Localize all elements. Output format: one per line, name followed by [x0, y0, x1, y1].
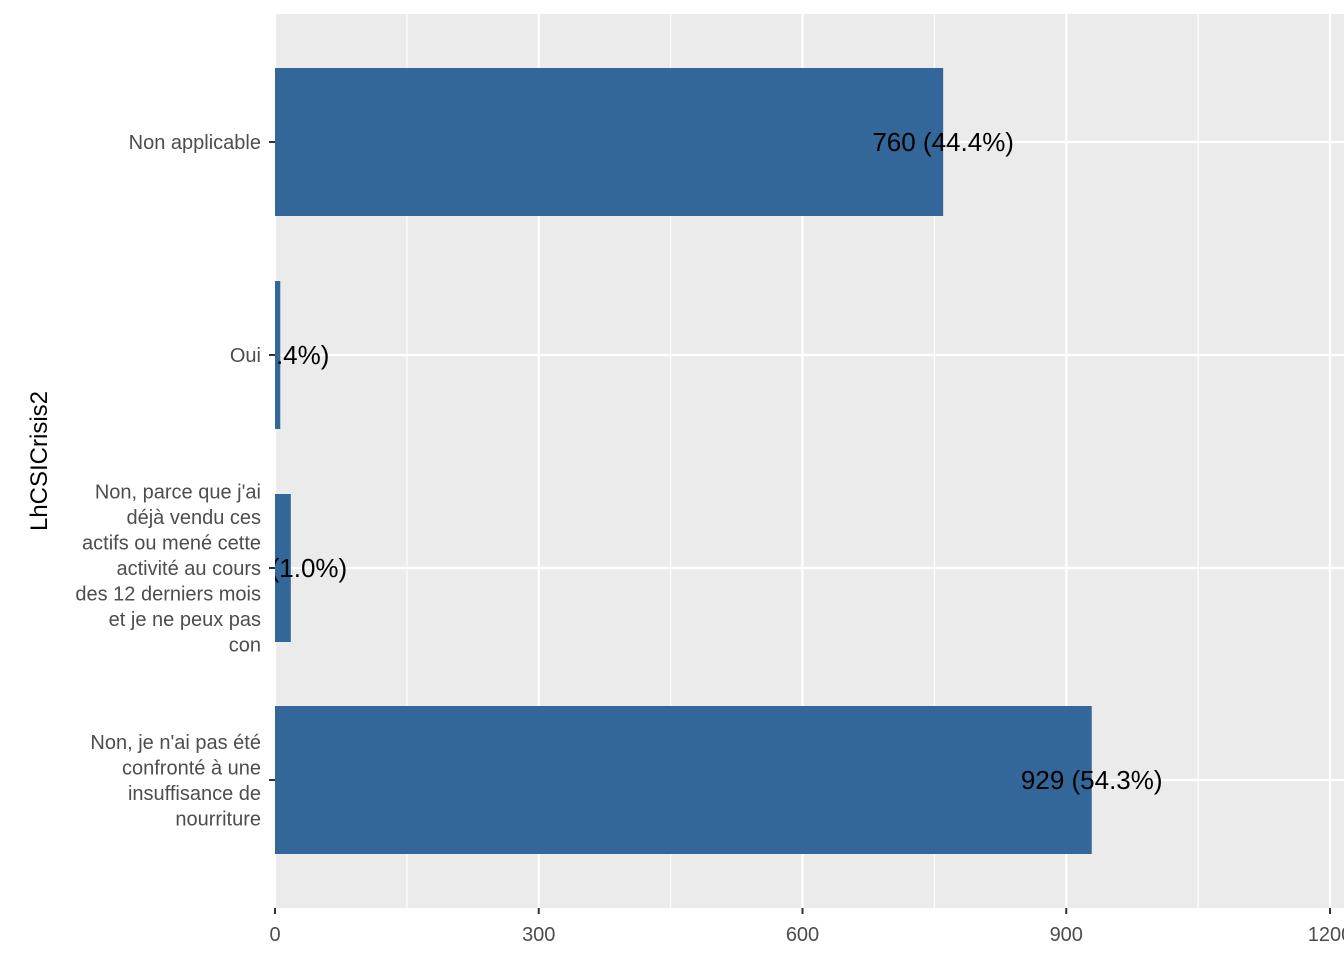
x-tick-label: 0: [269, 924, 280, 946]
bar: [275, 494, 291, 642]
x-tick-label: 300: [522, 924, 555, 946]
category-label: Non, parce que j'ai déjà vendu ces actifs …: [75, 482, 261, 657]
bars: [275, 68, 1092, 854]
x-axis: 0 300 600 900 1200: [269, 908, 1344, 946]
data-label: 760 (44.4%): [872, 127, 1014, 157]
category-label: Oui: [230, 345, 261, 367]
category-label: Non, je n'ai pas été confronté à une insuf…: [90, 732, 261, 831]
bar: [275, 68, 944, 216]
y-axis: Non applicable Oui Non, parce que j'ai déjà…: [75, 132, 275, 830]
data-label: 6 (0.4%): [231, 340, 329, 370]
bar: [275, 706, 1092, 854]
data-label: 18 (1.0%): [234, 553, 347, 583]
y-axis-title: LhCSICrisis2: [26, 391, 53, 531]
x-tick-label: 1200: [1308, 924, 1344, 946]
data-label: 929 (54.3%): [1021, 765, 1163, 795]
x-tick-label: 900: [1050, 924, 1083, 946]
x-tick-label: 600: [786, 924, 819, 946]
bar: [275, 281, 281, 429]
category-label: Non applicable: [129, 132, 261, 154]
data-labels: 760 (44.4%) 6 (0.4%) 18 (1.0%) 929 (54.3%): [231, 127, 1163, 795]
